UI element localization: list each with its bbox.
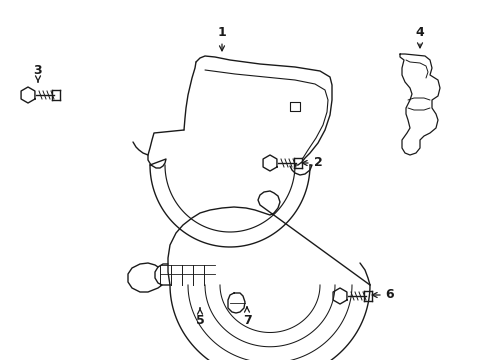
Text: 3: 3	[34, 63, 42, 82]
Text: 1: 1	[217, 26, 226, 51]
Text: 7: 7	[242, 307, 251, 327]
Text: 4: 4	[415, 26, 424, 48]
Text: 5: 5	[195, 308, 204, 327]
Text: 6: 6	[371, 288, 393, 302]
Text: 2: 2	[302, 157, 322, 170]
